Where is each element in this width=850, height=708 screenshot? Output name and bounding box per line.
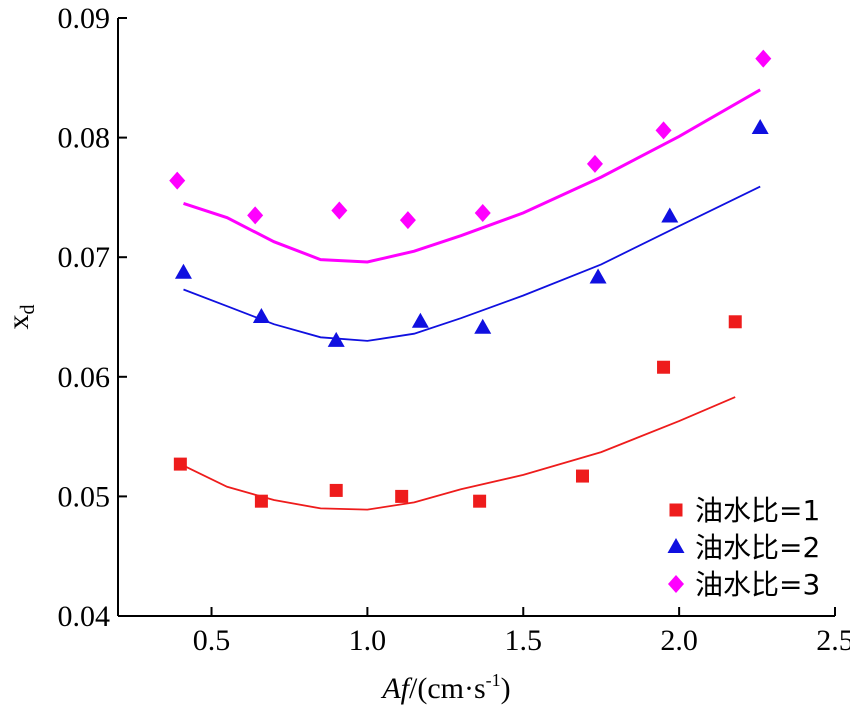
data-point-series-1 <box>728 315 742 329</box>
x-axis-title: Af/(cm·s-1) <box>380 670 510 705</box>
x-axis-title-unit: /(cm·s <box>409 672 486 705</box>
x-axis-title-exponent: -1 <box>486 670 501 690</box>
y-tick-label: 0.09 <box>58 2 111 35</box>
data-point-series-3 <box>399 211 416 230</box>
y-axis-title-main: x <box>2 315 35 330</box>
data-point-series-2 <box>589 268 607 284</box>
x-axis-title-close: ) <box>501 672 511 705</box>
y-tick-label: 0.08 <box>58 122 111 155</box>
fit-line-series-1 <box>179 396 736 511</box>
data-point-series-1 <box>657 360 671 374</box>
x-tick-label: 2.5 <box>816 624 850 657</box>
legend: 油水比=1 油水比=2 油水比=3 <box>667 494 820 601</box>
data-point-series-3 <box>169 171 186 190</box>
fit-lines <box>179 88 761 511</box>
x-tick-label: 2.0 <box>660 624 698 657</box>
data-point-series-3 <box>247 206 264 225</box>
data-markers <box>169 49 772 508</box>
legend-marker-3 <box>668 575 684 593</box>
y-tick-label: 0.04 <box>58 600 111 633</box>
y-tick-label: 0.07 <box>58 241 111 274</box>
x-tick-label: 0.5 <box>193 624 231 657</box>
x-axis-title-italic: Af <box>380 672 412 705</box>
y-tick-label: 0.06 <box>58 361 111 394</box>
axes <box>117 18 835 617</box>
data-point-series-2 <box>751 119 769 135</box>
data-point-series-2 <box>411 312 429 328</box>
data-point-series-2 <box>474 318 492 334</box>
legend-marker-1 <box>669 503 683 517</box>
data-point-series-3 <box>474 203 491 222</box>
fit-line-series-2 <box>183 185 761 342</box>
x-ticks: 0.5 1.0 1.5 2.0 2.5 <box>193 607 850 657</box>
data-point-series-3 <box>586 154 603 173</box>
x-tick-label: 1.5 <box>505 624 543 657</box>
data-point-series-3 <box>755 49 772 68</box>
legend-marker-2 <box>667 538 685 553</box>
data-point-series-1 <box>254 494 268 508</box>
x-tick-label: 1.0 <box>349 624 387 657</box>
data-point-series-2 <box>327 331 345 347</box>
data-point-series-2 <box>252 308 270 323</box>
legend-label-1: 油水比=1 <box>695 494 820 527</box>
y-axis-title-subscript: d <box>17 305 39 315</box>
legend-label-3: 油水比=3 <box>695 568 820 601</box>
legend-label-2: 油水比=2 <box>695 531 820 564</box>
y-tick-label: 0.05 <box>58 480 111 513</box>
data-point-series-3 <box>655 121 672 140</box>
data-point-series-3 <box>331 201 348 220</box>
data-point-series-1 <box>173 457 187 471</box>
fit-line-series-3 <box>183 88 761 264</box>
data-point-series-1 <box>329 483 343 497</box>
data-point-series-1 <box>473 494 487 508</box>
data-point-series-1 <box>575 469 589 483</box>
y-axis-title: xd <box>2 305 39 330</box>
data-point-series-1 <box>395 489 409 503</box>
data-point-series-2 <box>174 263 192 279</box>
data-point-series-2 <box>661 207 679 223</box>
y-ticks: 0.04 0.05 0.06 0.07 0.08 0.09 <box>58 2 127 633</box>
